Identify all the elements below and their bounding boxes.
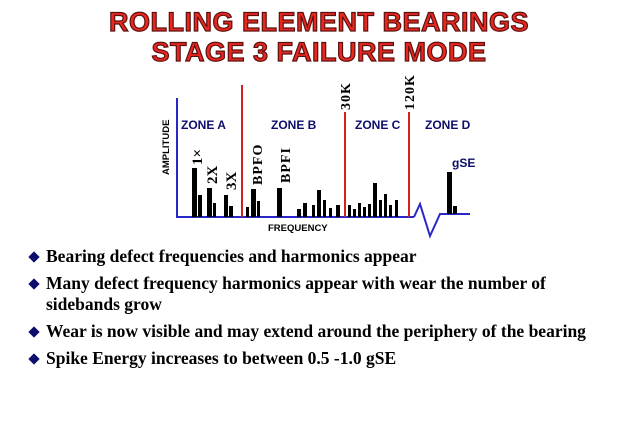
peak-bar bbox=[353, 209, 356, 217]
peak-1x bbox=[192, 168, 197, 217]
peak-bar bbox=[389, 205, 392, 217]
bullet-item: Bearing defect frequencies and harmonics… bbox=[28, 246, 620, 267]
bullet-item: Spike Energy increases to between 0.5 -1… bbox=[28, 348, 620, 369]
peak-bar bbox=[297, 209, 301, 217]
bullet-diamond-icon bbox=[28, 326, 40, 338]
x-axis-label: FREQUENCY bbox=[268, 223, 328, 234]
zone-b-label: ZONE B bbox=[271, 118, 317, 132]
peak-bar bbox=[379, 200, 382, 217]
bullet-item: Wear is now visible and may extend aroun… bbox=[28, 321, 620, 342]
peak-bar bbox=[257, 201, 260, 217]
peak-bar bbox=[384, 194, 387, 217]
boundary-label-120k: 120K bbox=[403, 74, 418, 110]
bullet-item: Many defect frequency harmonics appear w… bbox=[28, 273, 620, 315]
peak-bar bbox=[198, 195, 202, 217]
bullet-list: Bearing defect frequencies and harmonics… bbox=[28, 246, 620, 375]
peak-label-gse: gSE bbox=[452, 156, 475, 170]
peak-2x bbox=[207, 188, 212, 217]
peak-bar bbox=[348, 205, 351, 217]
y-axis-label: AMPLITUDE bbox=[161, 120, 172, 175]
peak-bar bbox=[329, 208, 332, 217]
peak-bar bbox=[312, 205, 315, 217]
bullet-diamond-icon bbox=[28, 278, 40, 290]
peak-bar bbox=[213, 203, 216, 217]
peak-bar bbox=[246, 207, 249, 217]
peak-bar bbox=[336, 205, 340, 217]
title-line-2: STAGE 3 FAILURE MODE bbox=[151, 37, 487, 67]
peak-label-2x: 2X bbox=[205, 166, 221, 185]
peak-bar bbox=[363, 207, 366, 217]
boundary-label-30k: 30K bbox=[339, 82, 354, 110]
bullet-text: Wear is now visible and may extend aroun… bbox=[46, 321, 586, 341]
zone-c-label: ZONE C bbox=[355, 118, 401, 132]
peak-bar bbox=[323, 200, 326, 217]
peak-gse bbox=[447, 172, 452, 214]
bullet-diamond-icon bbox=[28, 251, 40, 263]
peak-bar bbox=[229, 206, 233, 217]
spectrum-peaks bbox=[192, 168, 457, 217]
peak-label-1x: 1× bbox=[190, 149, 206, 165]
peak-bpfo bbox=[251, 189, 256, 217]
peak-bar bbox=[317, 190, 321, 217]
zone-a-label: ZONE A bbox=[181, 118, 226, 132]
peak-label-bpfo: BPFO bbox=[251, 144, 266, 185]
zone-d-label: ZONE D bbox=[425, 118, 471, 132]
peak-bar bbox=[373, 183, 377, 217]
title-line-1: ROLLING ELEMENT BEARINGS bbox=[108, 7, 529, 37]
peak-bar bbox=[453, 206, 457, 214]
bullet-text: Spike Energy increases to between 0.5 -1… bbox=[46, 348, 397, 368]
bullet-diamond-icon bbox=[28, 353, 40, 365]
peak-bar bbox=[303, 203, 307, 217]
peak-3x bbox=[224, 195, 228, 217]
peak-bar bbox=[395, 200, 398, 217]
peak-bar bbox=[368, 204, 371, 217]
x-axis-zone-d bbox=[413, 201, 470, 239]
bullet-text: Many defect frequency harmonics appear w… bbox=[46, 273, 546, 314]
peak-label-bpfi: BPFI bbox=[279, 147, 294, 183]
peak-bpfi bbox=[277, 188, 282, 217]
peak-bar bbox=[358, 203, 361, 217]
bullet-text: Bearing defect frequencies and harmonics… bbox=[46, 246, 417, 266]
peak-label-3x: 3X bbox=[224, 172, 240, 191]
